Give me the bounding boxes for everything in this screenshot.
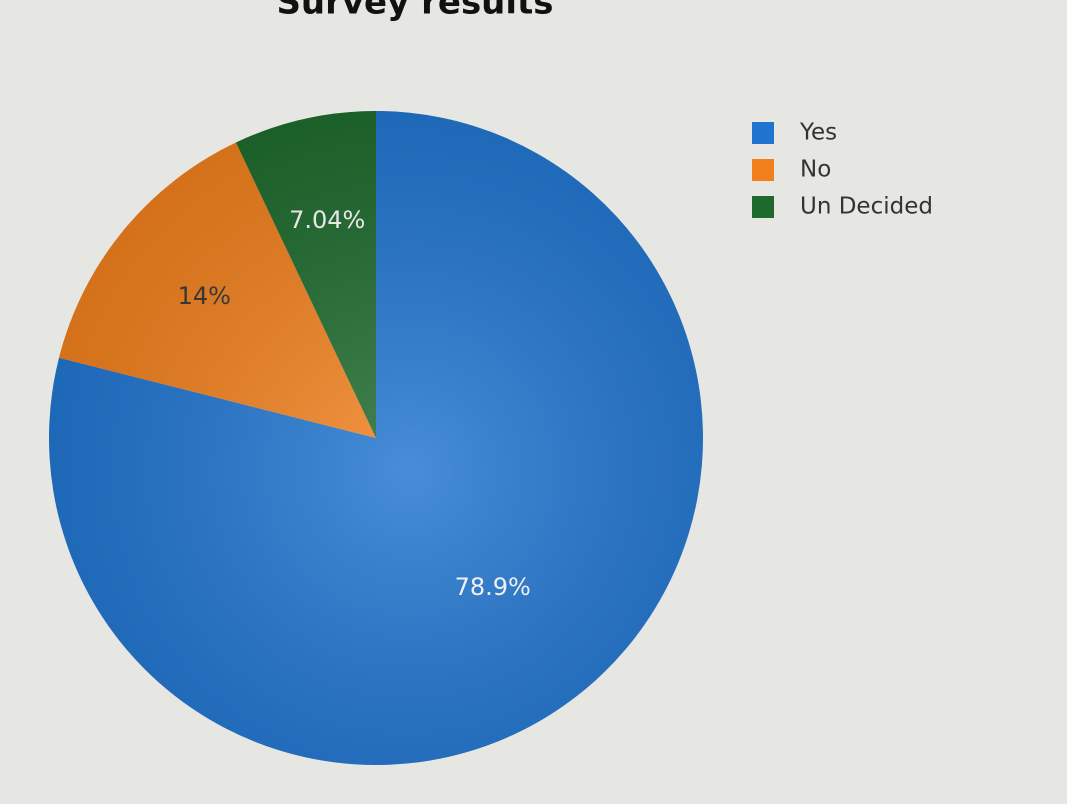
legend-label: Yes (799, 120, 837, 146)
legend-label: Un Decided (800, 194, 933, 220)
legend-swatch (752, 122, 774, 144)
slice-label: 7.04% (289, 206, 365, 234)
slice-label: 14% (178, 282, 231, 310)
legend-label: No (800, 157, 831, 183)
slice-label: 78.9% (455, 573, 531, 601)
chart-title: Survey results (276, 0, 553, 23)
legend-swatch (752, 196, 774, 218)
legend-swatch (752, 159, 774, 181)
